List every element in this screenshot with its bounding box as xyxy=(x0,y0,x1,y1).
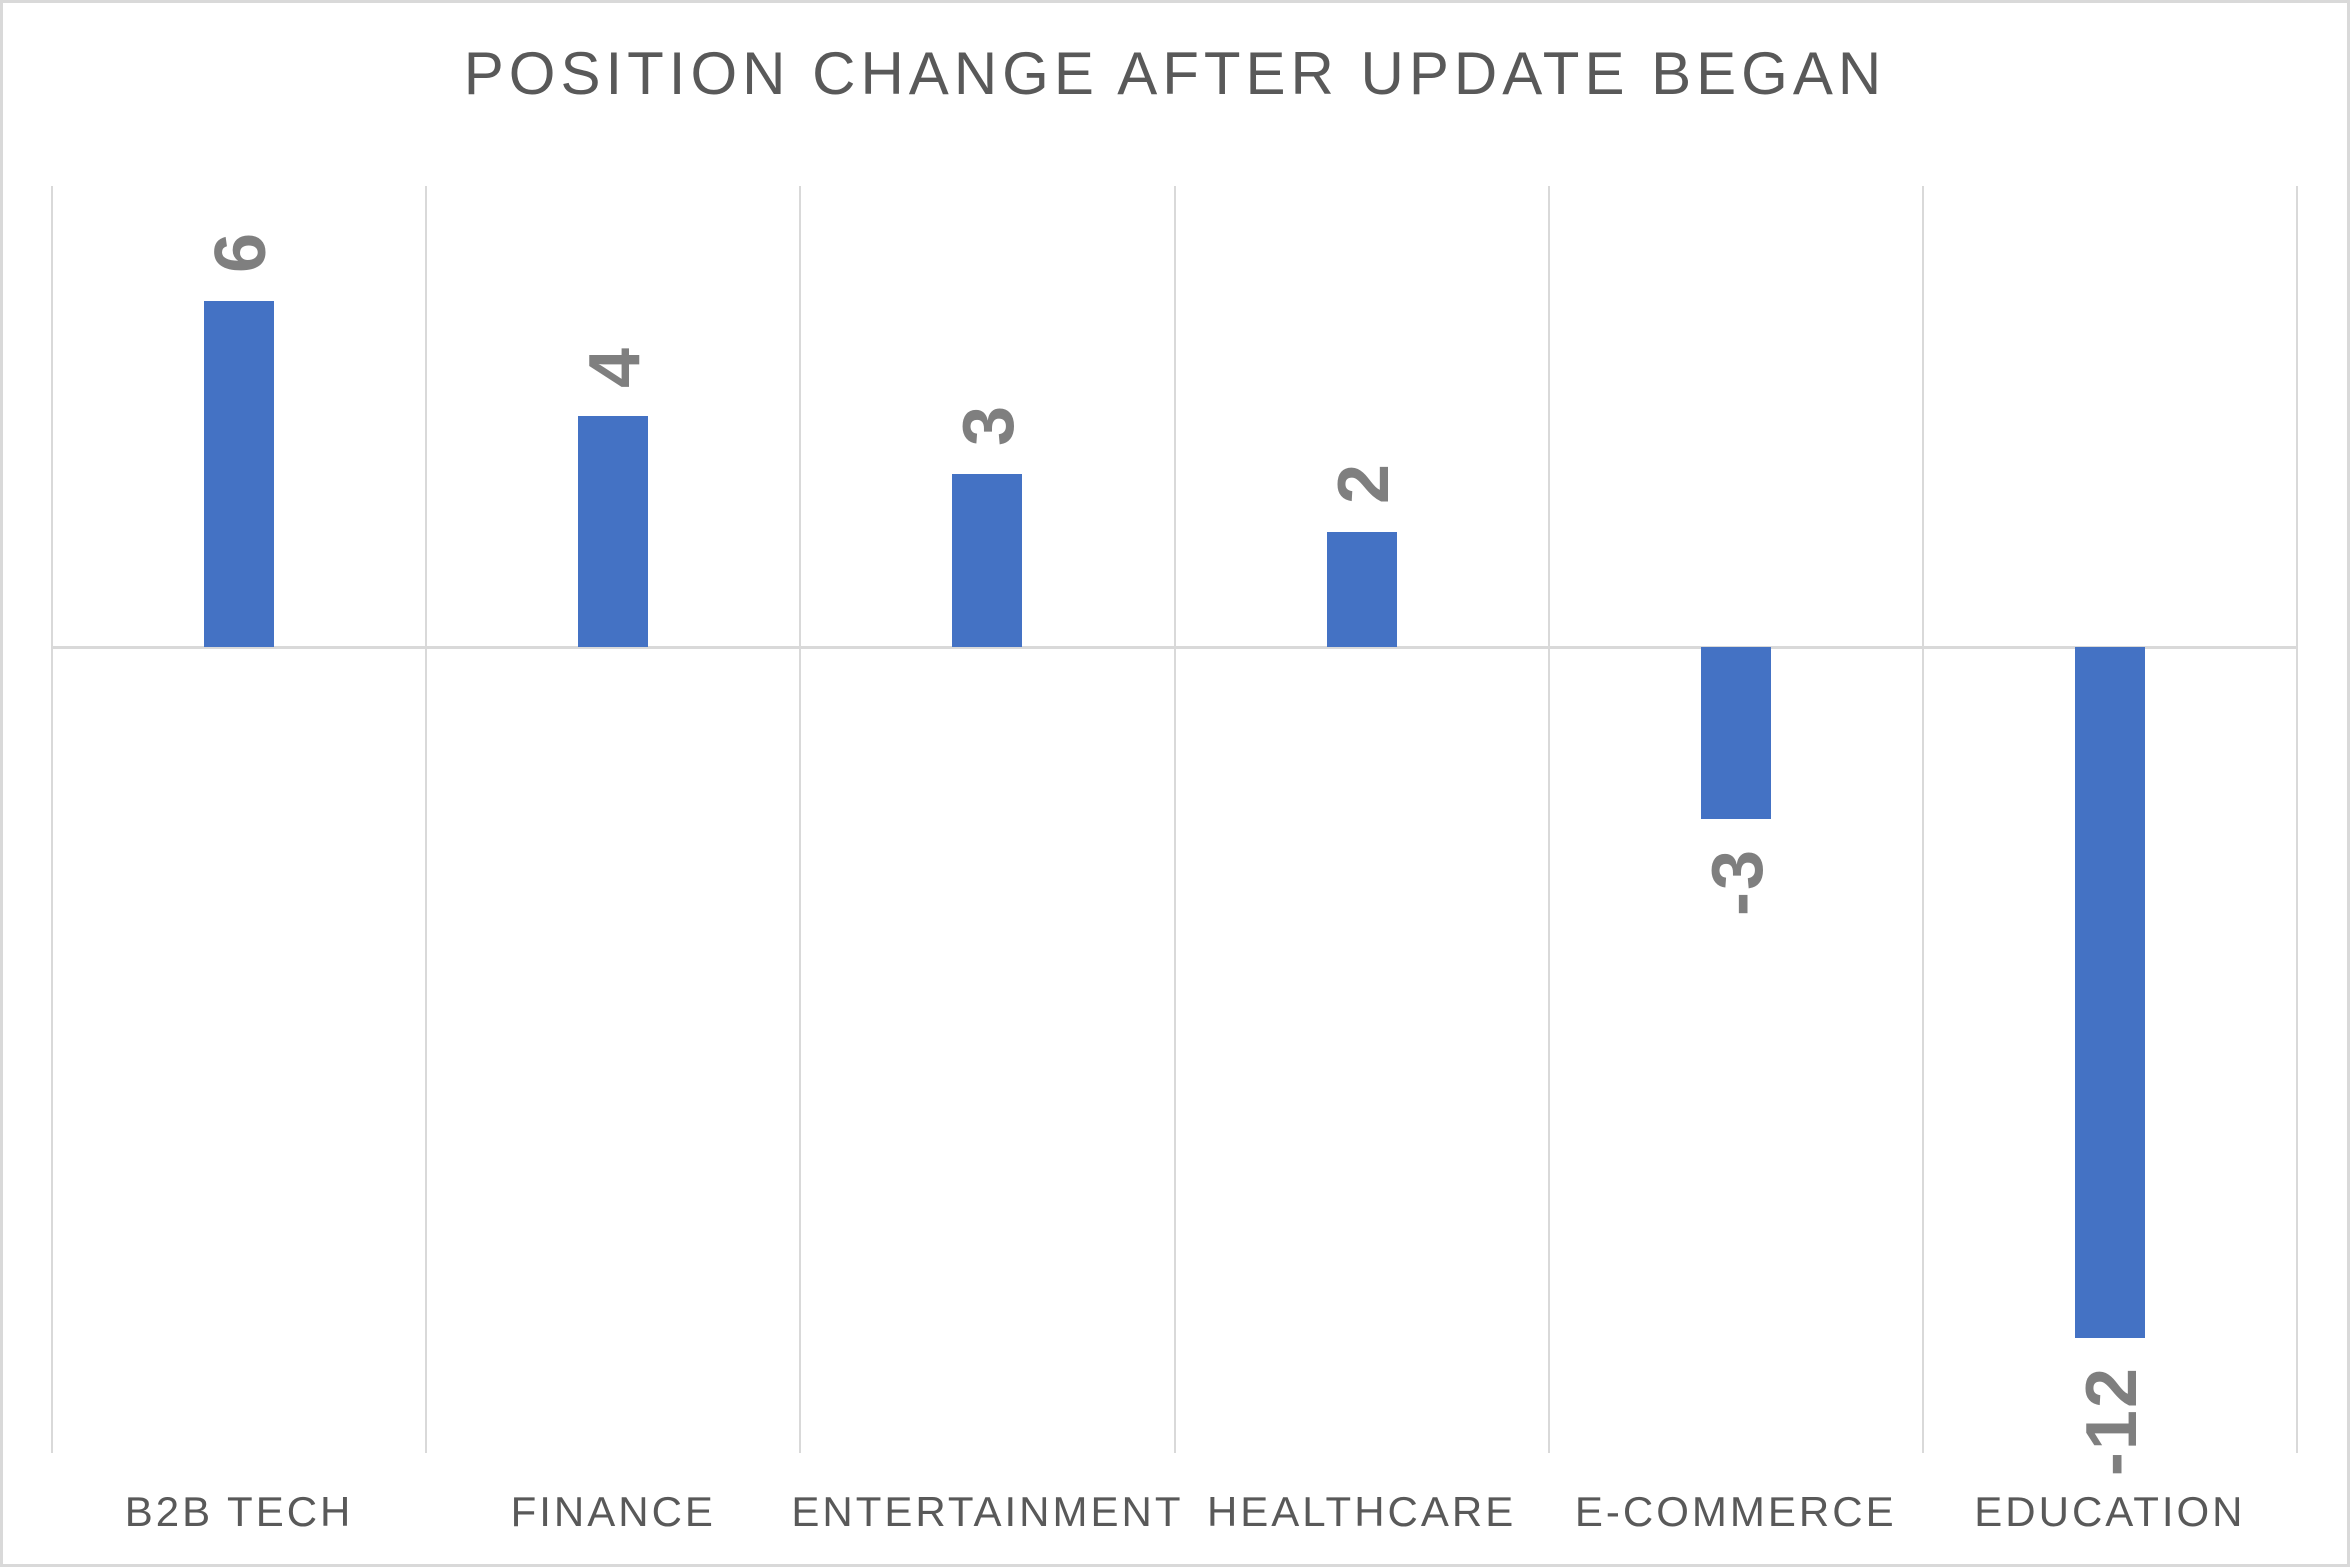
gridline xyxy=(1173,186,1176,1453)
gridline xyxy=(1547,186,1550,1453)
category-label-e-commerce: E-COMMERCE xyxy=(1574,1488,1897,1535)
data-label-healthcare: 2 xyxy=(1323,461,1404,504)
gridline xyxy=(51,186,53,1453)
category-label-finance: FINANCE xyxy=(510,1488,716,1535)
bar-entertainment xyxy=(952,473,1023,647)
bar-e-commerce xyxy=(1700,646,1771,820)
category-label-b2b-tech: B2B TECH xyxy=(124,1488,354,1535)
gridline xyxy=(2296,186,2298,1453)
data-label-b2b-tech: 6 xyxy=(201,231,282,274)
plot-area: 6 B2B TECH 4 FINANCE 3 ENTERTAINMENT 2 HEALTHCA… xyxy=(51,186,2298,1533)
bar-finance xyxy=(578,416,649,647)
gridline xyxy=(425,186,428,1453)
category-label-entertainment: ENTERTAINMENT xyxy=(791,1488,1184,1535)
data-label-finance: 4 xyxy=(575,346,656,389)
category-label-education: EDUCATION xyxy=(1974,1488,2246,1535)
gridline xyxy=(799,186,802,1453)
bar-b2b-tech xyxy=(204,301,275,647)
category-label-healthcare: HEALTHCARE xyxy=(1206,1488,1517,1535)
chart-title: POSITION CHANGE AFTER UPDATE BEGAN xyxy=(463,40,1887,107)
data-label-education: -12 xyxy=(2071,1365,2152,1476)
bar-healthcare xyxy=(1326,531,1397,647)
gridline xyxy=(1921,186,1924,1453)
bar-education xyxy=(2074,646,2145,1338)
x-axis-zero-line xyxy=(52,645,2297,649)
data-label-e-commerce: -3 xyxy=(1697,847,1778,916)
data-label-entertainment: 3 xyxy=(949,403,1030,446)
